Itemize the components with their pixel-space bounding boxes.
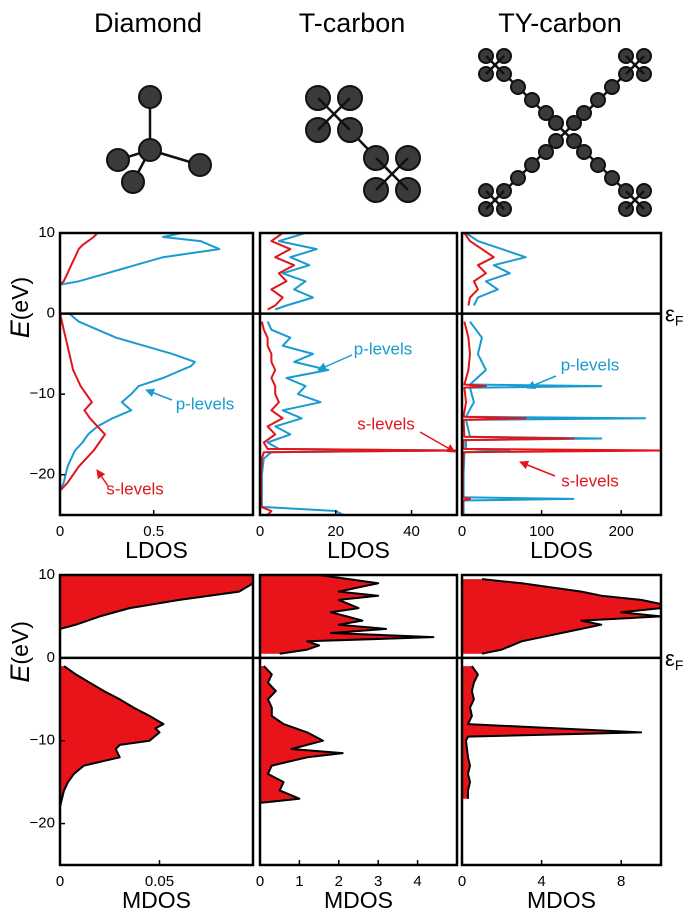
x-axis-label: MDOS	[122, 887, 191, 913]
panel-frame	[60, 233, 253, 515]
x-tick-label: 1	[295, 873, 303, 890]
x-axis-label: MDOS	[527, 887, 596, 913]
y-tick-label: 0	[47, 649, 55, 666]
x-tick-label: 200	[609, 523, 634, 540]
label-arrow	[520, 462, 555, 476]
plot-area	[260, 575, 433, 803]
y-axis-unit: (eV)	[7, 277, 33, 320]
plot-area	[60, 575, 253, 807]
fermi-symbol: ε	[665, 301, 675, 326]
x-tick-label: 0	[458, 523, 466, 540]
series-label: p-levels	[561, 355, 620, 374]
y-axis-label: E(eV)	[5, 277, 35, 338]
series-label: s-levels	[561, 471, 619, 490]
label-arrow	[97, 470, 108, 486]
series-label: p-levels	[354, 339, 413, 358]
label-arrow	[318, 355, 352, 370]
dos-line	[60, 314, 105, 491]
ty-carbon-structure	[479, 49, 651, 216]
x-tick-label: 0	[458, 873, 466, 890]
label-arrow	[146, 390, 172, 400]
x-tick-label: 4	[413, 873, 421, 890]
dos-area	[60, 666, 164, 807]
x-tick-label: 40	[403, 523, 420, 540]
t-carbon-structure	[306, 86, 420, 202]
column-title: Diamond	[94, 8, 202, 38]
x-tick-label: 8	[617, 873, 625, 890]
plot-area	[462, 579, 661, 799]
y-tick-label: 10	[38, 224, 55, 241]
dos-area	[260, 575, 433, 654]
y-tick-label: 10	[38, 566, 55, 583]
x-tick-label: 0	[56, 523, 64, 540]
y-axis-label: E(eV)	[5, 621, 35, 682]
series-label: s-levels	[106, 479, 164, 498]
label-arrow	[420, 432, 455, 452]
fermi-symbol: ε	[665, 646, 675, 671]
fermi-label: εF	[665, 646, 683, 673]
y-tick-label: 0	[47, 305, 55, 322]
fermi-subscript: F	[675, 657, 684, 673]
x-axis-label: LDOS	[530, 537, 593, 563]
plot-area	[261, 233, 457, 515]
y-axis-symbol: E	[5, 664, 35, 683]
column-title: TY-carbon	[498, 8, 622, 38]
y-tick-label: −10	[30, 732, 55, 749]
x-tick-label: 0	[256, 523, 264, 540]
series-label: s-levels	[357, 414, 415, 433]
dos-area	[462, 579, 661, 654]
fermi-label: εF	[665, 301, 683, 328]
dos-line	[464, 233, 493, 306]
figure: Diamondp-levelss-levels00.5LDOS100−10−20…	[0, 0, 686, 915]
x-axis-label: LDOS	[327, 537, 390, 563]
y-axis-unit: (eV)	[7, 621, 33, 664]
x-axis-label: LDOS	[125, 537, 188, 563]
y-tick-label: −20	[30, 466, 55, 483]
dos-line	[60, 233, 219, 285]
x-axis-label: MDOS	[324, 887, 393, 913]
fermi-subscript: F	[675, 312, 684, 328]
column-title: T-carbon	[299, 8, 406, 38]
x-tick-label: 0	[56, 873, 64, 890]
diamond-structure	[107, 86, 211, 193]
x-tick-label: 0	[256, 873, 264, 890]
plot-area	[60, 233, 219, 491]
series-label: p-levels	[176, 394, 235, 413]
y-tick-label: −20	[30, 815, 55, 832]
y-tick-label: −10	[30, 385, 55, 402]
y-axis-symbol: E	[5, 319, 35, 338]
